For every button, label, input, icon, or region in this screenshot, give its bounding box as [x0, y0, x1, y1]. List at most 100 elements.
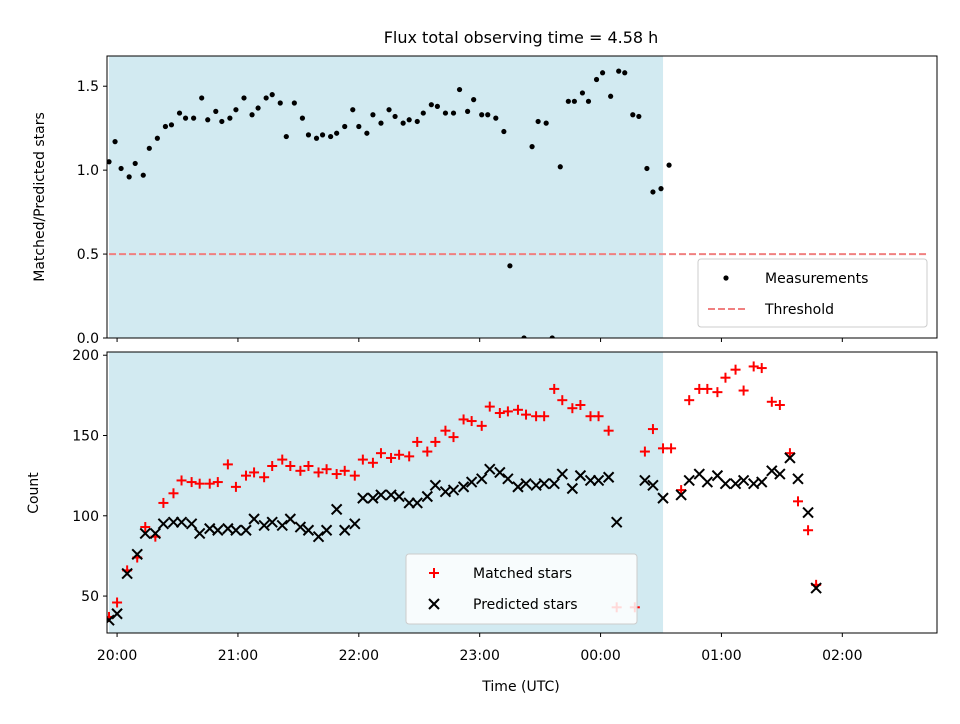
predicted-stars-point-2	[121, 567, 133, 580]
predicted-stars-point-14	[230, 524, 242, 536]
matched-stars-point-59	[647, 424, 658, 435]
matched-stars-point-30	[375, 448, 386, 459]
matched-stars-point-16	[249, 467, 260, 478]
measurements-point-48	[450, 110, 457, 116]
bot-y-tick-label: 100	[72, 509, 99, 525]
matched-stars-point-31	[386, 452, 397, 463]
matched-stars-point-22	[303, 461, 314, 472]
measurements-point-12	[191, 115, 197, 121]
predicted-stars-point-71	[774, 468, 786, 480]
matched-stars-point-1	[112, 597, 123, 608]
measurements-point-22	[263, 95, 269, 101]
measurements-point-36	[364, 130, 370, 136]
bot-y-tick-label: 200	[72, 348, 99, 364]
measurements-point-69	[608, 93, 614, 99]
matched-stars-point-65	[702, 383, 713, 394]
measurements-point-20	[249, 112, 255, 118]
predicted-stars-point-30	[375, 489, 387, 501]
matched-stars-point-32	[394, 449, 405, 460]
measurements-point-45	[428, 102, 434, 108]
matched-stars-point-54	[593, 411, 604, 422]
measurements-point-55	[501, 128, 507, 135]
matched-stars-point-24	[321, 464, 332, 475]
predicted-stars-point-17	[258, 519, 270, 532]
measurements-point-76	[658, 186, 664, 192]
matched-stars-point-69	[738, 385, 749, 396]
predicted-stars-point-24	[320, 524, 333, 536]
predicted-stars-point-48	[538, 477, 550, 490]
legend-measurements-marker	[723, 275, 729, 281]
bottom-x-axis-label: Time (UTC)	[481, 679, 559, 695]
measurements-point-52	[479, 112, 485, 118]
bot-legend-box	[405, 553, 638, 625]
measurements-point-46	[434, 103, 440, 109]
matched-stars-point-36	[430, 436, 441, 447]
bottom-axes-frame	[106, 351, 938, 634]
predicted-stars-point-54	[592, 474, 605, 487]
legend-label: Threshold	[764, 302, 834, 318]
matched-stars-point-43	[494, 408, 505, 419]
predicted-stars-point-1	[111, 608, 123, 620]
predicted-stars-point-39	[457, 481, 470, 493]
predicted-stars-point-59	[657, 492, 669, 504]
measurements-point-59	[535, 118, 541, 125]
measurements-point-38	[378, 120, 384, 126]
predicted-stars-point-5	[149, 527, 162, 540]
matched-stars-point-21	[295, 465, 306, 476]
matched-stars-point-44	[502, 406, 513, 417]
measurements-point-74	[644, 165, 650, 172]
predicted-stars-point-49	[548, 477, 560, 490]
matched-stars-point-40	[466, 416, 477, 427]
measurements-point-7	[154, 135, 160, 141]
matched-stars-point-48	[539, 411, 550, 422]
measurements-point-9	[168, 122, 175, 128]
predicted-stars-point-6	[157, 518, 170, 530]
predicted-stars-point-28	[357, 492, 369, 504]
predicted-stars-point-70	[766, 465, 778, 477]
measurements-point-51	[471, 97, 477, 103]
predicted-stars-point-41	[476, 473, 488, 485]
measurements-point-50	[465, 108, 471, 114]
matched-stars-point-45	[512, 404, 523, 415]
matched-stars-point-25	[331, 469, 342, 480]
measurements-point-49	[456, 86, 463, 93]
matched-stars-point-35	[422, 446, 433, 457]
top-legend-box	[697, 258, 928, 328]
matched-stars-point-41	[476, 420, 487, 431]
predicted-stars-point-65	[719, 477, 732, 490]
measurements-point-67	[593, 76, 600, 83]
predicted-stars-point-26	[339, 524, 351, 536]
legend-label: Predicted stars	[473, 597, 578, 613]
measurements-point-15	[213, 108, 219, 114]
measurements-point-56	[507, 263, 513, 269]
measurements-point-2	[118, 165, 124, 172]
measurements-point-33	[342, 123, 348, 130]
matched-stars-point-29	[367, 457, 378, 468]
predicted-stars-point-19	[276, 519, 288, 532]
matched-stars-point-63	[684, 395, 695, 406]
predicted-stars-point-57	[639, 474, 651, 487]
matched-stars-point-66	[712, 387, 723, 398]
top-y-axis-label: Matched/Predicted stars	[32, 112, 48, 282]
measurements-point-63	[565, 98, 571, 104]
top-y-tick-label: 1.5	[77, 79, 99, 95]
measurements-point-21	[255, 105, 261, 111]
measurements-point-62	[557, 164, 563, 170]
matched-stars-point-67	[720, 372, 731, 383]
measurements-point-6	[146, 145, 152, 151]
measurements-point-44	[420, 110, 426, 116]
bot-x-tick-label: 01:00	[701, 648, 741, 664]
matched-stars-point-51	[567, 403, 578, 414]
measurements-point-4	[132, 160, 138, 167]
matched-stars-point-75	[792, 496, 803, 507]
predicted-stars-point-66	[729, 477, 742, 490]
measurements-point-35	[356, 123, 362, 130]
predicted-stars-point-35	[421, 490, 434, 503]
predicted-stars-point-25	[330, 503, 343, 516]
matched-stars-point-9	[186, 477, 197, 488]
predicted-stars-point-18	[266, 516, 278, 528]
measurements-point-66	[585, 98, 592, 104]
predicted-stars-point-75	[810, 582, 822, 594]
matched-stars-point-37	[440, 425, 451, 436]
matched-stars-point-72	[766, 396, 777, 407]
